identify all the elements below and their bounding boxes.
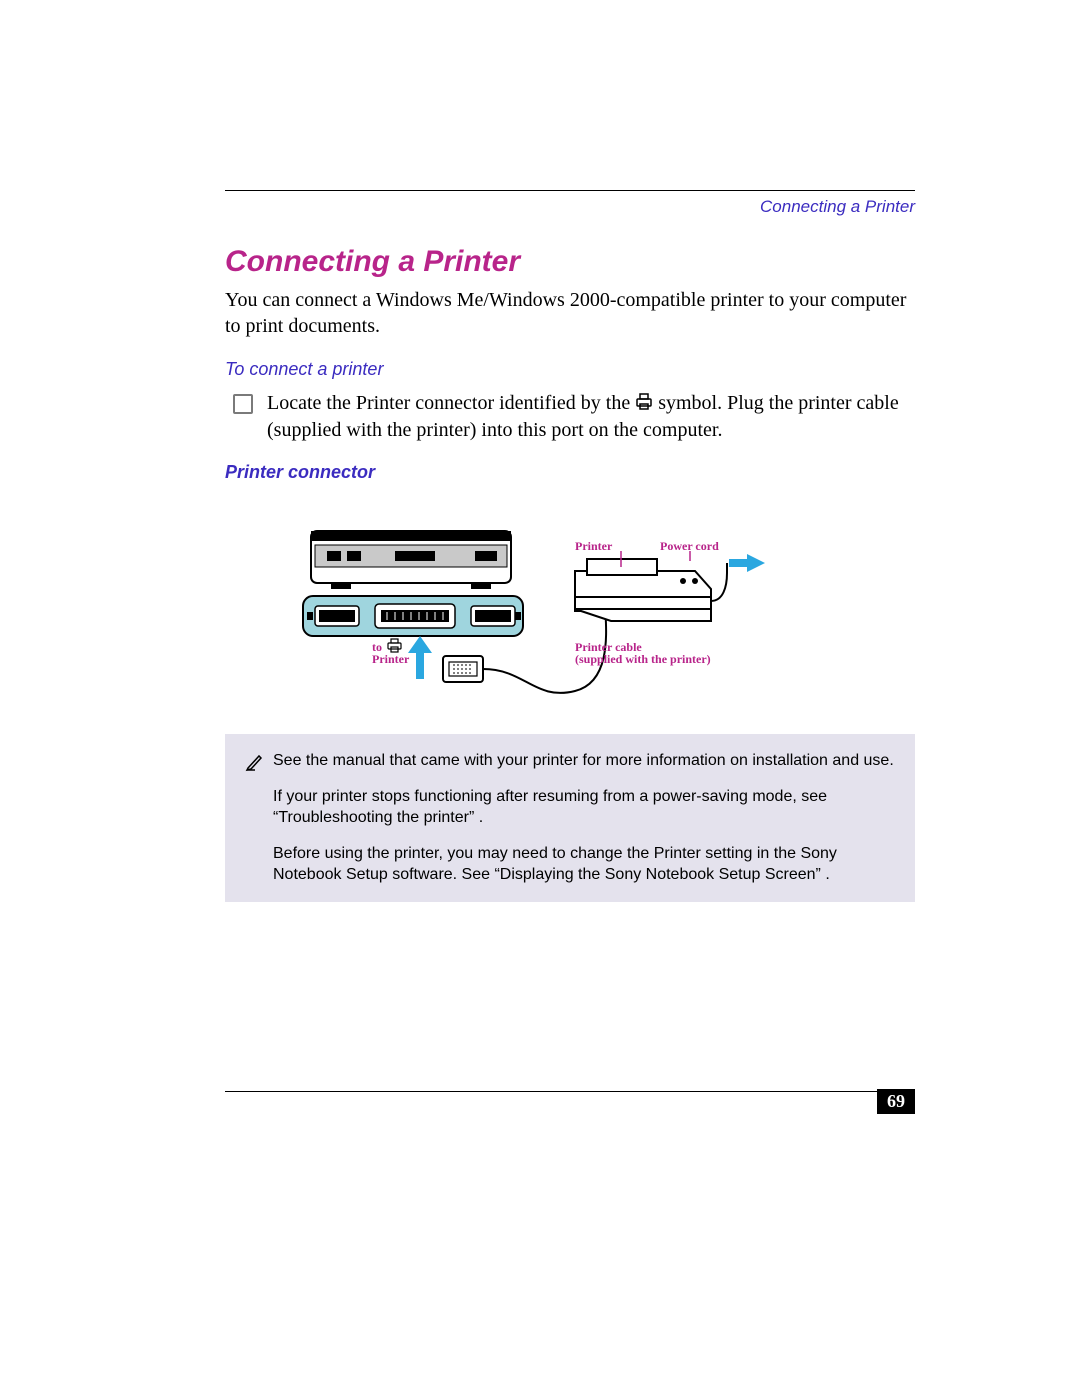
printer-illustration [575,551,765,631]
section-to-connect: To connect a printer [225,359,915,380]
note-box: See the manual that came with your print… [225,734,915,902]
printer-port-icon [635,392,653,410]
note-p2: If your printer stops functioning after … [273,786,895,829]
bullet-text-pre: Locate the Printer connector identified … [267,392,635,414]
port-arrow [408,636,432,679]
fig-label-power-cord: Power cord [660,540,719,554]
fig-label-printer: Printer [575,540,612,554]
footer-rule [225,1091,915,1092]
page-title: Connecting a Printer [225,245,915,279]
section-printer-connector: Printer connector [225,462,915,483]
figure-svg [275,501,805,706]
fig-label-cable2: (supplied with the printer) [575,653,711,667]
bullet-item: Locate the Printer connector identified … [225,390,915,444]
note-icon [245,750,273,886]
fig-label-to-printer: Printer [372,653,409,667]
laptop-illustration [311,531,511,589]
running-header: Connecting a Printer [225,197,915,217]
bullet-text: Locate the Printer connector identified … [267,390,915,444]
port-panel [303,596,523,636]
document-page: Connecting a Printer Connecting a Printe… [0,0,1080,1397]
header-rule [225,190,915,191]
note-content: See the manual that came with your print… [273,750,895,886]
to-printer-glyph [388,639,401,652]
page-number-badge: 69 [877,1089,915,1114]
intro-paragraph: You can connect a Windows Me/Windows 200… [225,287,915,339]
printer-connector-figure: Printer Power cord to Printer Printer ca… [275,501,805,706]
note-p3: Before using the printer, you may need t… [273,843,895,886]
page-footer: 69 [225,1091,915,1092]
note-p1: See the manual that came with your print… [273,750,895,772]
bullet-marker [233,394,253,414]
